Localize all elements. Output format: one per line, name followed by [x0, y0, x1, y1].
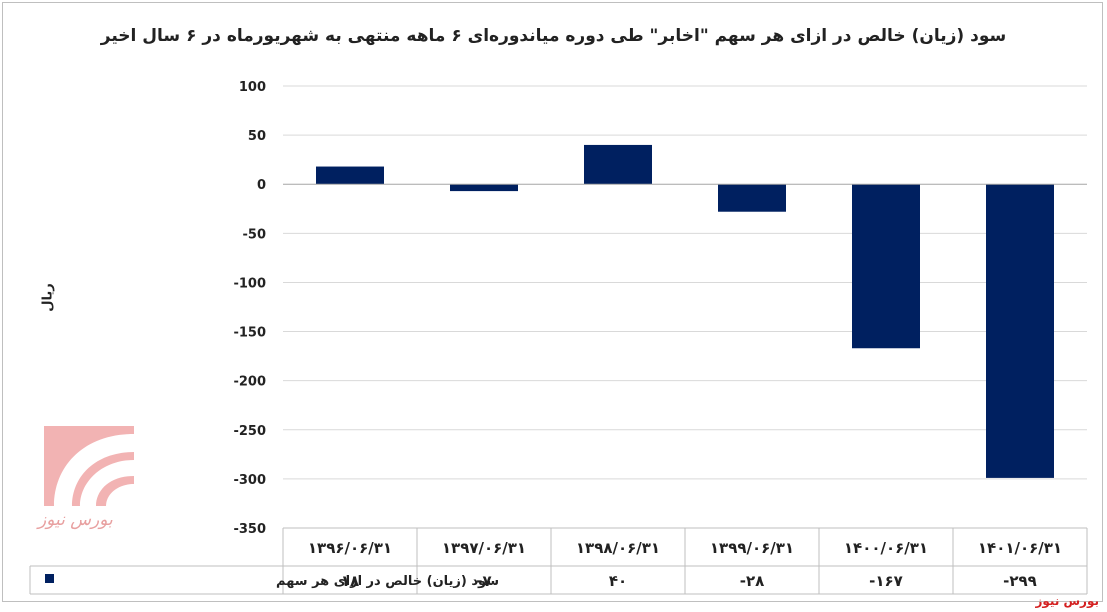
data-label: -۲۸ [740, 572, 765, 590]
source-label: بورس نیوز [1035, 594, 1099, 608]
bar [986, 184, 1054, 478]
y-tick-label: -150 [233, 326, 266, 341]
legend-label: سود (زیان) خالص در ازای هر سهم [276, 574, 499, 589]
data-label: -۲۹۹ [1003, 572, 1037, 590]
data-label: ۴۰ [609, 572, 627, 590]
chart-title: سود (زیان) خالص در ازای هر سهم "اخابر" ط… [100, 26, 1007, 46]
data-label: -۱۶۷ [869, 572, 903, 590]
y-tick-label: -200 [233, 375, 266, 390]
logo-text: بورس نیوز [38, 510, 113, 530]
x-tick-label: ۱۴۰۱/۰۶/۳۱ [978, 539, 1062, 557]
data-label: -۷ [476, 572, 491, 590]
bar [718, 184, 786, 212]
x-tick-label: ۱۳۹۹/۰۶/۳۱ [710, 539, 794, 557]
bar [852, 184, 920, 349]
bar [450, 184, 518, 192]
y-tick-label: -50 [243, 227, 267, 242]
bar [316, 166, 384, 185]
x-tick-label: ۱۳۹۶/۰۶/۳۱ [308, 539, 392, 557]
data-label: ۱۸ [341, 572, 359, 590]
legend-swatch [45, 574, 54, 583]
logo-icon [44, 426, 134, 506]
y-tick-label: -350 [233, 522, 266, 537]
y-tick-label: -100 [233, 276, 266, 291]
y-tick-label: 0 [257, 178, 266, 193]
x-tick-label: ۱۳۹۷/۰۶/۳۱ [442, 539, 526, 557]
logo [44, 426, 134, 546]
y-tick-label: -250 [233, 424, 266, 439]
bar [584, 144, 652, 185]
y-tick-label: -300 [233, 473, 266, 488]
x-tick-label: ۱۳۹۸/۰۶/۳۱ [576, 539, 660, 557]
y-tick-label: 50 [248, 129, 266, 144]
x-tick-label: ۱۴۰۰/۰۶/۳۱ [844, 539, 928, 557]
chart-frame [2, 2, 1103, 602]
y-tick-label: 100 [239, 80, 266, 95]
